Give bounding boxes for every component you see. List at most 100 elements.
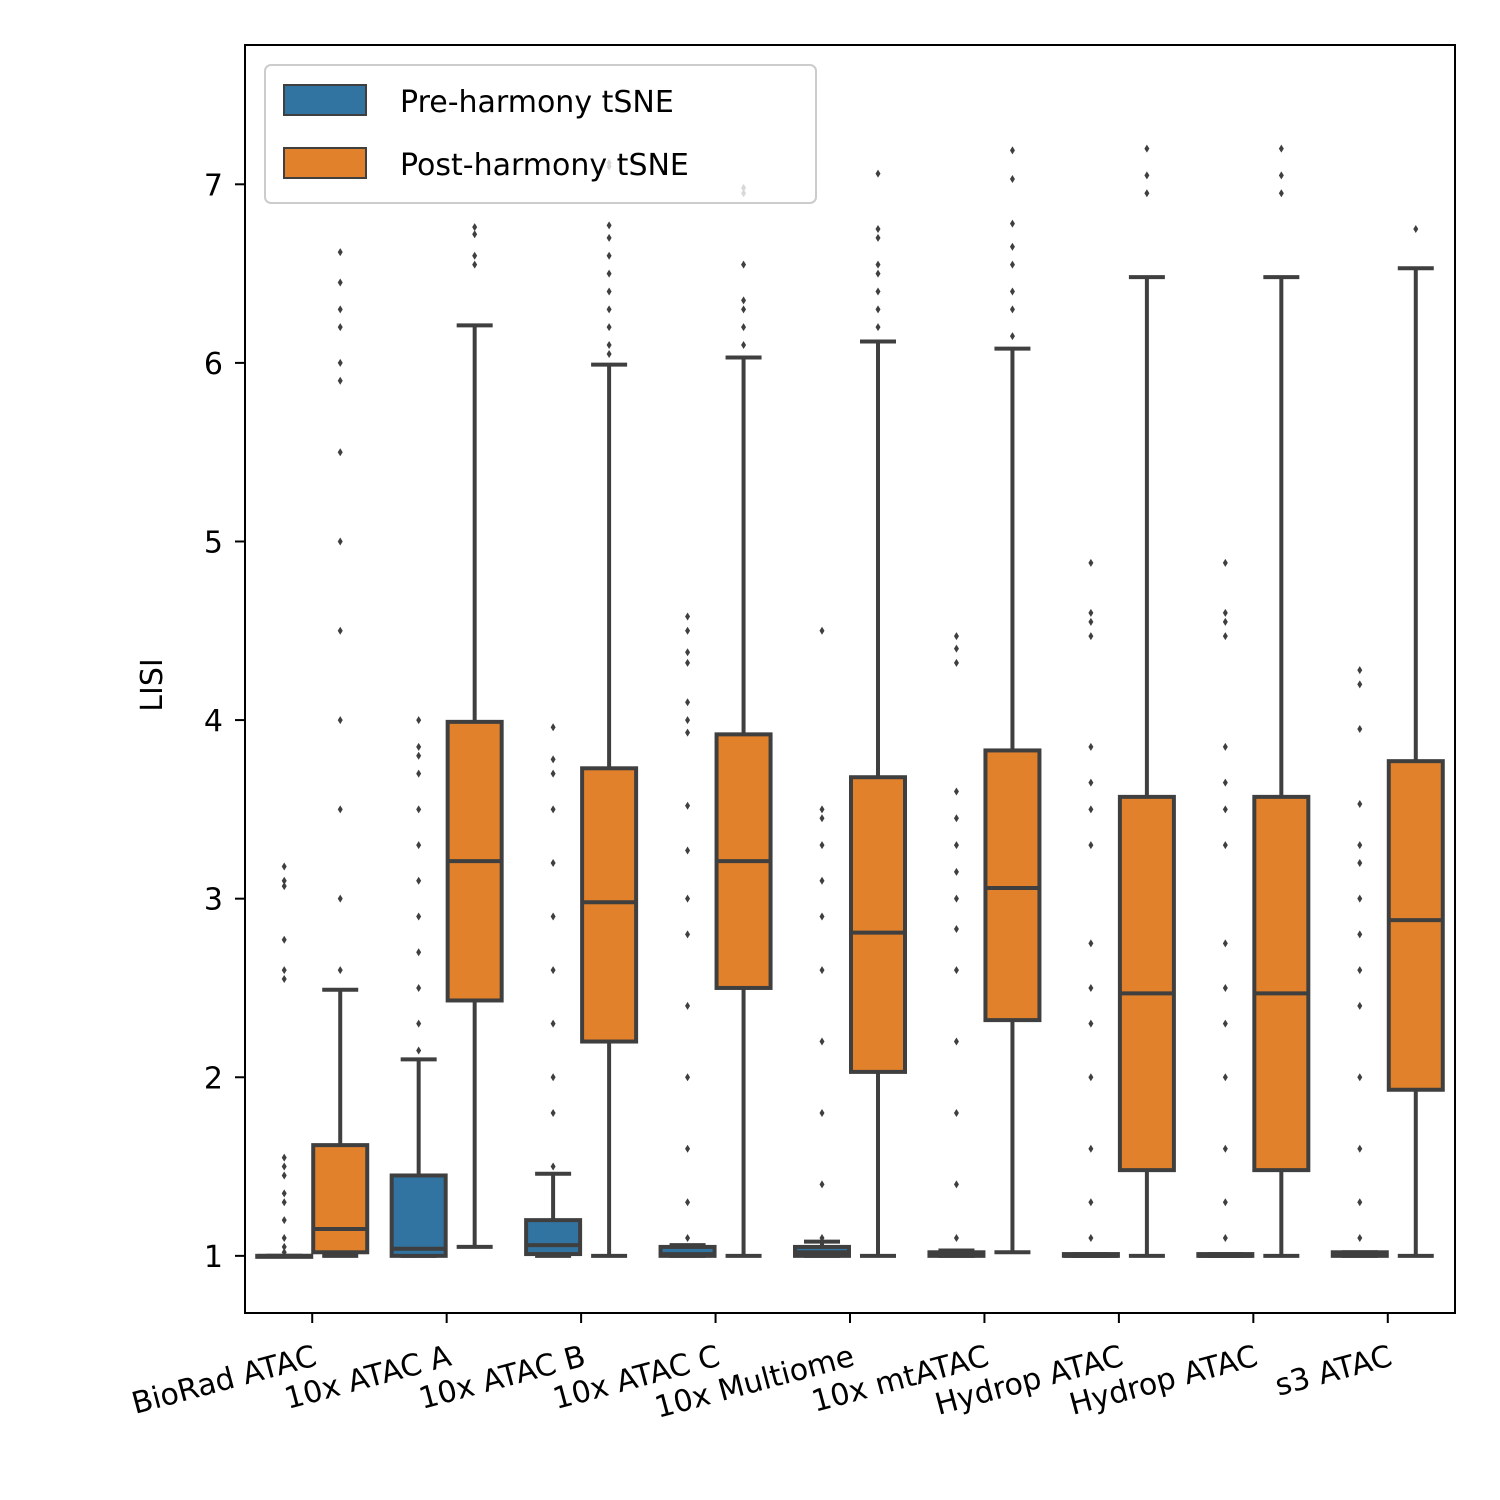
outlier-point — [281, 1242, 287, 1251]
outlier-point — [337, 358, 343, 367]
outlier-point — [606, 341, 612, 350]
outlier-point — [1278, 144, 1284, 153]
outlier-point — [1088, 1233, 1094, 1242]
outlier-point — [1088, 608, 1094, 617]
outlier-point — [337, 323, 343, 332]
outlier-point — [1222, 983, 1228, 992]
outlier-point — [1009, 305, 1015, 314]
outlier-point — [819, 805, 825, 814]
outlier-point — [953, 1233, 959, 1242]
outlier-point — [1222, 939, 1228, 948]
outlier-point — [1357, 1144, 1363, 1153]
outlier-point — [953, 966, 959, 975]
outlier-point — [1357, 841, 1363, 850]
outlier-point — [416, 769, 422, 778]
outlier-point — [685, 1001, 691, 1010]
outlier-point — [1009, 146, 1015, 155]
outlier-point — [416, 912, 422, 921]
box-group-post-harmony — [311, 248, 370, 1258]
outlier-point — [550, 1073, 556, 1082]
outlier-point — [1088, 983, 1094, 992]
box-group-post-harmony — [1252, 144, 1311, 1258]
box-post-harmony — [1252, 794, 1311, 1173]
outlier-point — [819, 1233, 825, 1242]
outlier-point — [281, 1233, 287, 1242]
outlier-point — [1009, 174, 1015, 183]
box-post-harmony — [311, 1143, 370, 1255]
outlier-point — [337, 894, 343, 903]
box-group-post-harmony — [1117, 144, 1176, 1258]
outlier-point — [416, 1046, 422, 1055]
legend: Pre-harmony tSNE Post-harmony tSNE — [264, 64, 817, 204]
outlier-point — [1222, 1198, 1228, 1207]
outlier-point — [1088, 939, 1094, 948]
legend-swatch-post-harmony — [283, 147, 367, 179]
outlier-point — [953, 894, 959, 903]
outlier-point — [1088, 742, 1094, 751]
outlier-point — [1144, 171, 1150, 180]
outlier-point — [1222, 558, 1228, 567]
outlier-point — [685, 716, 691, 725]
box-group-post-harmony — [1386, 224, 1445, 1258]
outlier-point — [1009, 242, 1015, 251]
outlier-point — [953, 841, 959, 850]
outlier-point — [875, 323, 881, 332]
outlier-point — [337, 966, 343, 975]
outlier-point — [281, 935, 287, 944]
y-tick-label: 5 — [204, 525, 223, 560]
box-group-post-harmony — [849, 169, 907, 1258]
outlier-point — [1278, 171, 1284, 180]
outlier-point — [281, 882, 287, 891]
box-group-pre-harmony — [524, 723, 583, 1258]
outlier-point — [819, 876, 825, 885]
outlier-point — [337, 448, 343, 457]
outlier-point — [1222, 617, 1228, 626]
box-group-pre-harmony — [1196, 558, 1255, 1258]
outlier-point — [606, 221, 612, 230]
outlier-point — [685, 728, 691, 737]
outlier-point — [1357, 725, 1363, 734]
outlier-point — [1009, 287, 1015, 296]
outlier-point — [685, 1144, 691, 1153]
y-tick-label: 1 — [204, 1240, 223, 1275]
box-post-harmony — [849, 775, 907, 1074]
box-post-harmony — [1117, 794, 1176, 1173]
outlier-point — [1144, 189, 1150, 198]
outlier-point — [472, 230, 478, 239]
outlier-point — [1357, 894, 1363, 903]
outlier-point — [953, 925, 959, 934]
outlier-point — [281, 1171, 287, 1180]
outlier-point — [1357, 1198, 1363, 1207]
outlier-point — [685, 1233, 691, 1242]
outlier-point — [337, 305, 343, 314]
outlier-point — [416, 948, 422, 957]
outlier-point — [550, 912, 556, 921]
outlier-point — [416, 1019, 422, 1028]
outlier-point — [416, 716, 422, 725]
outlier-point — [819, 966, 825, 975]
outlier-point — [1088, 778, 1094, 787]
outlier-point — [550, 1108, 556, 1117]
y-tick-label: 4 — [204, 704, 223, 739]
outlier-point — [1088, 1144, 1094, 1153]
outlier-point — [953, 867, 959, 876]
outlier-point — [1278, 189, 1284, 198]
legend-frame — [264, 64, 817, 204]
outlier-point — [281, 975, 287, 984]
outlier-point — [685, 626, 691, 635]
outlier-point — [550, 966, 556, 975]
box-group-pre-harmony — [255, 862, 314, 1259]
outlier-point — [281, 1248, 287, 1257]
outlier-point — [337, 716, 343, 725]
outlier-point — [550, 858, 556, 867]
outlier-point — [416, 876, 422, 885]
box-post-harmony — [1386, 759, 1445, 1092]
outlier-point — [337, 248, 343, 257]
outlier-point — [606, 269, 612, 278]
y-tick-label: 2 — [204, 1061, 223, 1096]
outlier-point — [685, 846, 691, 855]
y-tick-label: 6 — [204, 347, 223, 382]
outlier-point — [875, 305, 881, 314]
outlier-point — [606, 349, 612, 358]
outlier-point — [1088, 1073, 1094, 1082]
